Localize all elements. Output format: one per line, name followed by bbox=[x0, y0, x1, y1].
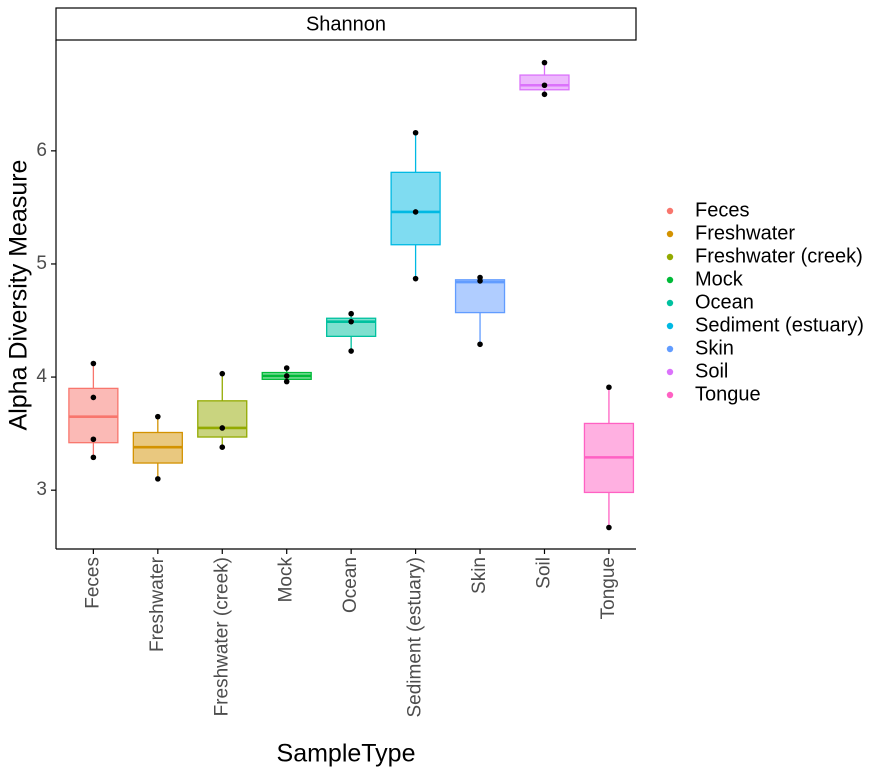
legend-label: Soil bbox=[695, 360, 728, 382]
legend-label: Skin bbox=[695, 337, 734, 359]
point bbox=[606, 384, 612, 391]
point bbox=[219, 444, 226, 451]
y-axis-title: Alpha Diversity Measure bbox=[5, 160, 33, 431]
point bbox=[90, 394, 97, 401]
y-tick-label: 6 bbox=[36, 140, 47, 161]
x-tick-label: Ocean bbox=[340, 557, 361, 613]
legend-key bbox=[666, 345, 674, 353]
legend-key bbox=[666, 368, 674, 376]
box bbox=[454, 279, 506, 314]
point bbox=[155, 413, 161, 420]
point bbox=[90, 454, 97, 461]
point bbox=[283, 373, 290, 379]
point bbox=[412, 275, 419, 282]
y-tick-label: 4 bbox=[36, 366, 47, 387]
facet-strip bbox=[55, 7, 637, 41]
x-tick-label: Freshwater (creek) bbox=[211, 557, 232, 716]
legend-key bbox=[666, 276, 674, 284]
legend-key bbox=[666, 207, 674, 215]
point bbox=[541, 82, 548, 89]
legend-key bbox=[666, 322, 674, 330]
legend-label: Feces bbox=[695, 199, 749, 221]
point bbox=[348, 318, 354, 325]
point bbox=[541, 59, 548, 66]
x-tick-label: Mock bbox=[276, 557, 297, 603]
legend-key bbox=[666, 299, 674, 307]
point bbox=[541, 91, 548, 98]
point bbox=[283, 365, 290, 371]
legend-label: Freshwater (creek) bbox=[695, 245, 863, 267]
box bbox=[197, 400, 248, 438]
legend-key bbox=[666, 253, 674, 261]
point bbox=[412, 209, 419, 215]
y-tick-label: 3 bbox=[36, 479, 47, 500]
point bbox=[90, 360, 97, 367]
point bbox=[219, 425, 226, 431]
point bbox=[155, 476, 161, 482]
legend-key bbox=[666, 230, 674, 238]
x-axis-title: SampleType bbox=[277, 740, 416, 768]
x-tick-label: Sediment (estuary) bbox=[405, 557, 426, 718]
point bbox=[477, 341, 483, 348]
legend-label: Mock bbox=[695, 268, 744, 290]
point bbox=[348, 348, 354, 354]
x-tick-label: Soil bbox=[534, 557, 555, 589]
box bbox=[390, 171, 441, 246]
x-tick-label: Freshwater bbox=[147, 556, 168, 652]
legend-label: Sediment (estuary) bbox=[695, 314, 864, 336]
x-tick-label: Tongue bbox=[598, 557, 619, 619]
point bbox=[283, 378, 290, 385]
legend-label: Ocean bbox=[695, 291, 754, 313]
legend-label: Tongue bbox=[695, 383, 761, 405]
legend-key bbox=[666, 391, 674, 399]
x-tick-label: Feces bbox=[82, 557, 103, 609]
x-tick-label: Skin bbox=[469, 557, 490, 594]
point bbox=[348, 310, 354, 317]
facet-label: Shannon bbox=[306, 13, 386, 35]
point bbox=[412, 129, 419, 136]
point bbox=[477, 278, 483, 284]
point bbox=[90, 436, 97, 443]
legend-label: Freshwater bbox=[695, 222, 795, 244]
y-tick-label: 5 bbox=[36, 253, 47, 274]
point bbox=[219, 370, 226, 377]
point bbox=[606, 524, 612, 531]
